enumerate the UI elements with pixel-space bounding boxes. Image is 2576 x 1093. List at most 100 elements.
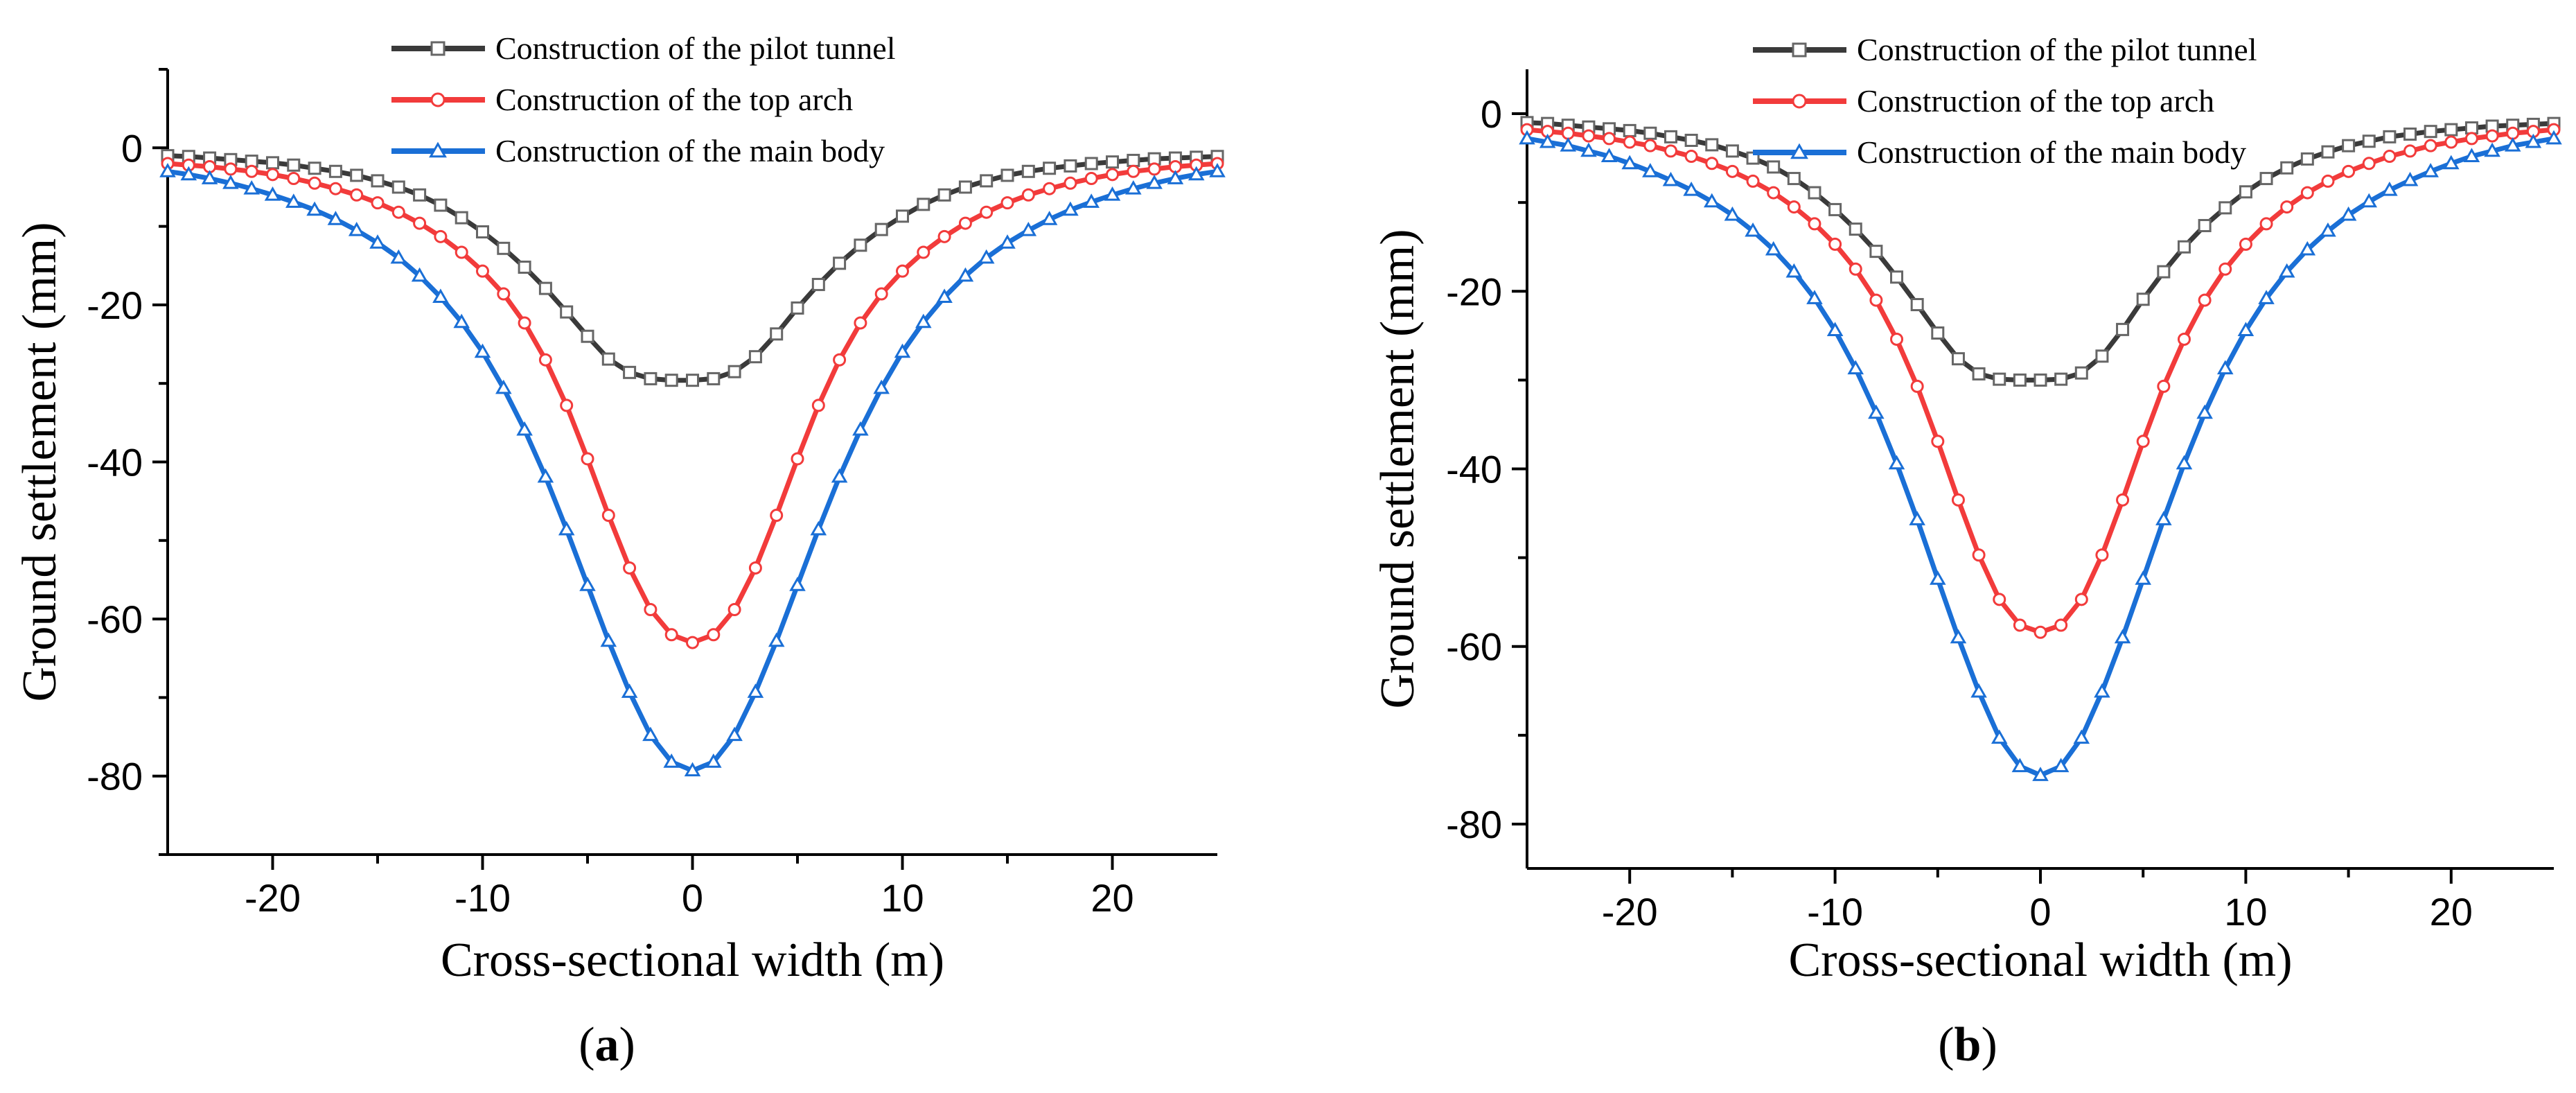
data-point (958, 216, 972, 230)
data-point (2443, 155, 2460, 170)
data-point (348, 222, 365, 236)
data-point (747, 683, 764, 698)
data-point (2403, 144, 2417, 158)
y-tick-label: -20 (1446, 270, 1502, 313)
data-point (811, 277, 825, 291)
data-point (2157, 379, 2171, 393)
data-point (2340, 206, 2357, 221)
data-point (411, 267, 428, 282)
x-tick-label: 20 (2430, 890, 2473, 934)
data-point (1785, 263, 1803, 278)
data-point (413, 188, 427, 202)
data-point (2506, 126, 2520, 140)
data-point (1705, 157, 1719, 170)
data-point (434, 229, 448, 243)
data-point (538, 353, 552, 367)
data-point (391, 180, 405, 194)
data-point (579, 577, 596, 591)
data-point (2464, 132, 2478, 146)
data-point (2383, 130, 2397, 143)
data-point (707, 371, 721, 385)
data-point (2300, 152, 2314, 166)
legend-label: Construction of the pilot tunnel (495, 30, 896, 66)
data-point (810, 521, 827, 536)
data-point (328, 182, 342, 195)
data-point (287, 158, 301, 172)
legend-entry: Construction of the main body (391, 133, 885, 168)
data-point (1950, 629, 1967, 644)
data-point (1560, 137, 1577, 152)
panel-a: -20 -10 0 10 20 0 -20 -40 -60 -80 Cross-sectional … (13, 30, 1226, 987)
data-point (1043, 161, 1057, 175)
data-point (2052, 758, 2070, 773)
data-point (663, 753, 680, 768)
data-point (1890, 332, 1904, 346)
data-point (497, 241, 511, 255)
y-tick-label: 0 (121, 126, 143, 170)
data-point (833, 256, 847, 270)
data-point (1064, 176, 1077, 190)
data-point (1828, 237, 1842, 251)
data-point (1664, 144, 1677, 158)
data-point (2032, 767, 2049, 781)
y-tick-label: 0 (1481, 92, 1502, 136)
x-tick-label: -20 (245, 876, 301, 920)
data-point (2525, 133, 2542, 148)
data-point (1125, 180, 1142, 195)
data-point (1000, 168, 1014, 182)
data-point (2259, 217, 2273, 231)
data-point (1064, 159, 1077, 173)
data-point (350, 168, 364, 182)
data-point (2546, 130, 2562, 145)
data-point (516, 421, 533, 436)
data-point (1991, 729, 2008, 744)
data-point (1787, 172, 1801, 186)
data-point (2504, 137, 2521, 152)
data-point (1582, 129, 1596, 143)
series-line (167, 153, 1218, 383)
data-point (2278, 263, 2295, 278)
data-point (1643, 139, 1657, 152)
data-point (917, 245, 930, 259)
data-point (874, 222, 888, 236)
data-point (1849, 222, 1862, 236)
legend-swatch-marker (429, 141, 447, 158)
data-point (917, 198, 930, 211)
data-point (455, 245, 468, 259)
data-point (2300, 186, 2314, 200)
data-point (1828, 202, 1842, 216)
data-point (748, 561, 762, 575)
data-point (978, 249, 995, 264)
data-point (644, 371, 658, 385)
data-point (896, 209, 909, 223)
x-tick-label: 20 (1091, 876, 1133, 920)
data-point (1847, 360, 1864, 375)
data-point (2381, 182, 2398, 196)
data-point (224, 162, 238, 176)
data-point (2074, 593, 2088, 606)
data-point (1020, 222, 1037, 236)
series-circle (161, 157, 1224, 649)
data-point (308, 161, 321, 175)
data-point (2424, 125, 2437, 139)
data-point (980, 205, 994, 219)
data-point (538, 281, 552, 295)
x-tick-label: -10 (455, 876, 511, 920)
data-point (558, 521, 575, 536)
data-point (350, 188, 364, 202)
data-point (1000, 196, 1014, 210)
data-point (1972, 367, 1986, 381)
data-point (1209, 163, 1226, 177)
y-axis-title: Ground settlement (mm) (1371, 229, 1424, 708)
y-tick-label: -80 (1446, 803, 1502, 846)
data-point (686, 374, 699, 387)
data-point (1724, 206, 1741, 221)
data-point (201, 170, 218, 184)
data-point (1106, 155, 1119, 169)
data-point (2280, 200, 2294, 214)
data-point (1909, 511, 1925, 525)
data-point (686, 636, 699, 649)
data-point (789, 577, 806, 591)
data-point (1041, 211, 1058, 225)
series-line (1526, 136, 2555, 778)
